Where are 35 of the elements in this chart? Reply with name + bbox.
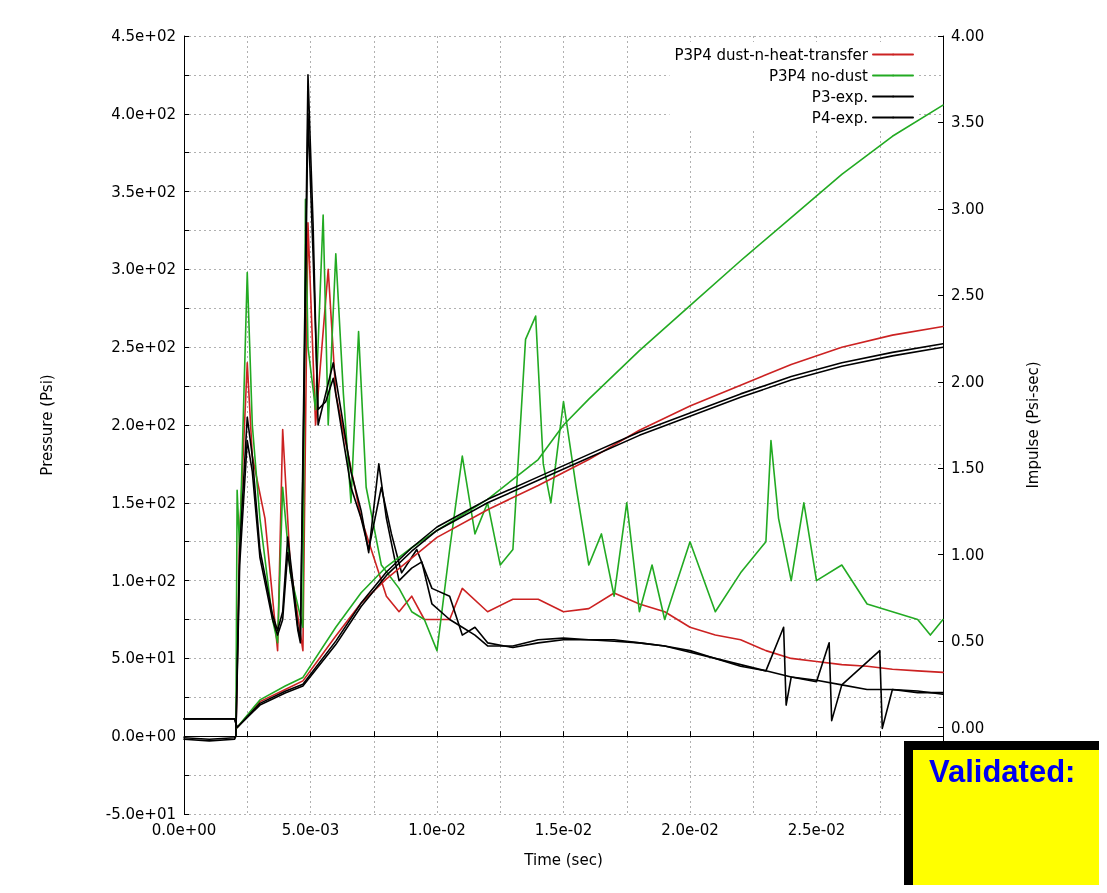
legend-label: P3-exp. xyxy=(811,87,868,106)
y2-tick-label: 1.00 xyxy=(951,545,985,564)
y-tick-label: 0.0e+00 xyxy=(111,727,176,746)
y-tick-label: 5.0e+01 xyxy=(111,649,176,668)
y-tick-label: 2.5e+02 xyxy=(111,338,176,357)
x-tick-label: 0.0e+00 xyxy=(151,820,217,839)
legend-label: P3P4 dust-n-heat-transfer xyxy=(674,45,869,64)
x-tick-label: 5.0e-03 xyxy=(281,820,340,839)
y-tick-label: 3.0e+02 xyxy=(111,260,176,279)
sign-panel: Validated: xyxy=(904,741,1099,885)
y2-tick-label: 1.50 xyxy=(951,459,985,478)
y2-tick-label: 4.00 xyxy=(951,27,985,45)
y-axis-title: Pressure (Psi) xyxy=(37,374,56,476)
y-tick-label: 1.0e+02 xyxy=(111,571,176,590)
x-tick-label: 1.5e-02 xyxy=(534,820,593,839)
y2-tick-label: 3.00 xyxy=(951,199,985,218)
y-tick-label: -5.0e+01 xyxy=(105,805,176,823)
x-axis-title: Time (sec) xyxy=(523,850,603,869)
legend-label: P3P4 no-dust xyxy=(768,66,869,85)
annotation: Validated: xyxy=(929,754,1076,789)
y2-tick-label: 3.50 xyxy=(951,113,985,132)
x-tick-label: 1.0e-02 xyxy=(408,820,466,839)
y-tick-label: 3.5e+02 xyxy=(111,182,176,201)
y-tick-label: 4.5e+02 xyxy=(111,27,176,45)
y2-axis-title: Impulse (Psi-sec) xyxy=(1023,361,1042,489)
y2-tick-label: 0.00 xyxy=(951,718,985,737)
y-tick-label: 2.0e+02 xyxy=(111,416,176,434)
legend-label: P4-exp. xyxy=(811,108,868,127)
y2-tick-label: 2.00 xyxy=(951,372,985,391)
y-tick-label: 1.5e+02 xyxy=(111,493,176,512)
y-tick-label: 4.0e+02 xyxy=(111,104,176,123)
y2-tick-label: 0.50 xyxy=(951,632,985,651)
x-tick-label: 2.0e-02 xyxy=(661,820,719,839)
y2-tick-label: 2.50 xyxy=(951,286,985,305)
x-tick-label: 2.5e-02 xyxy=(787,820,846,839)
